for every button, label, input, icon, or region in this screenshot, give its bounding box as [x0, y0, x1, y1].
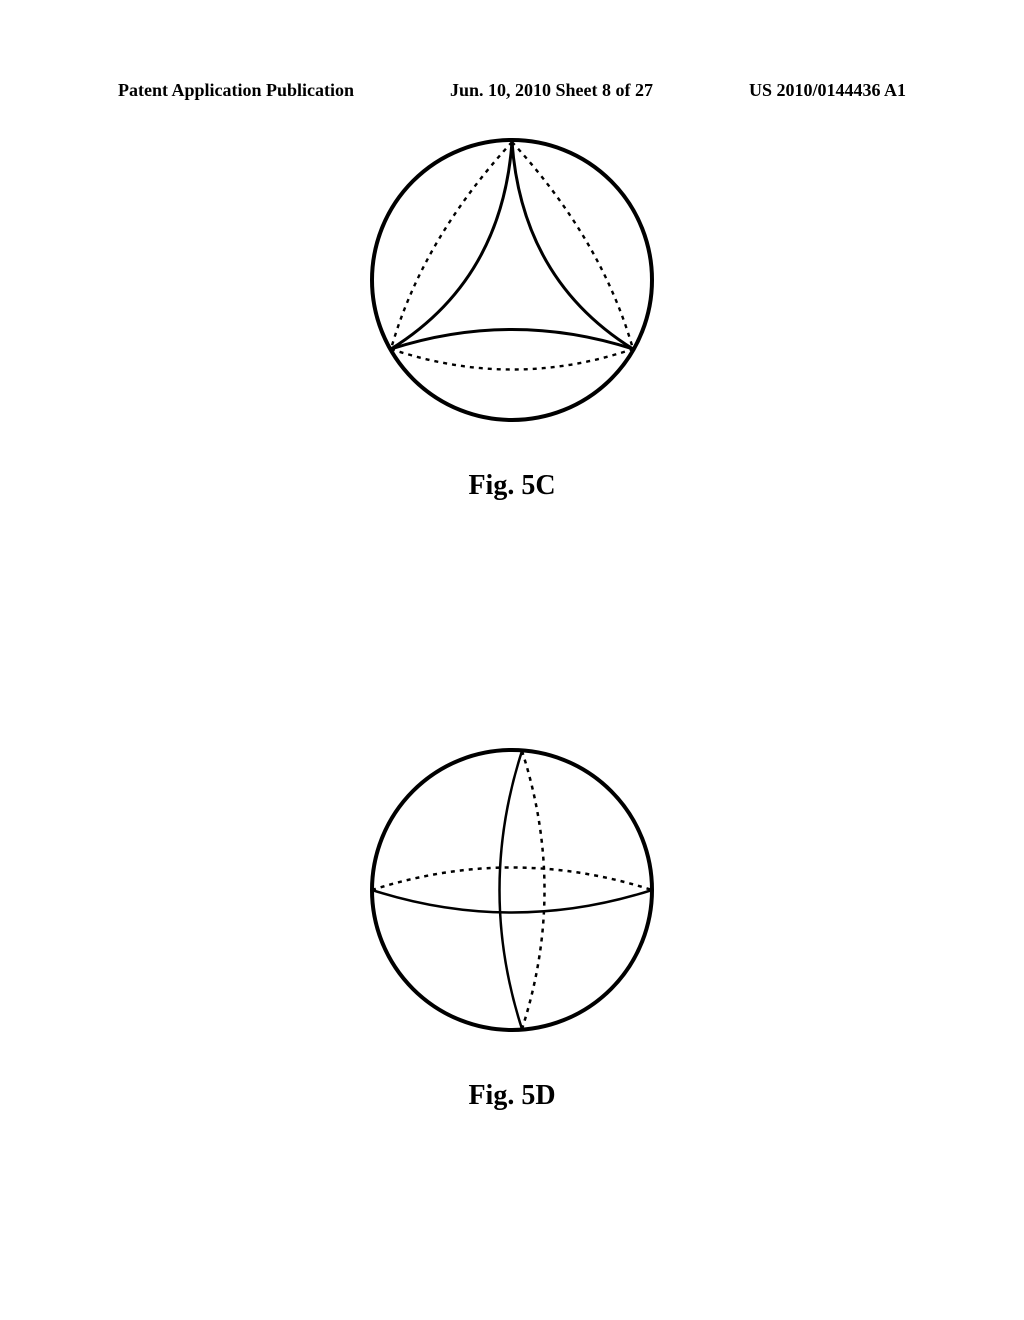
figure-5d-caption: Fig. 5D: [468, 1080, 555, 1112]
figure-5c-caption: Fig. 5C: [468, 470, 555, 502]
figure-5d: Fig. 5D: [0, 740, 1024, 1112]
header-left: Patent Application Publication: [118, 80, 354, 101]
figure-5c: Fig. 5C: [0, 130, 1024, 502]
page: Patent Application Publication Jun. 10, …: [0, 0, 1024, 1320]
sphere-diagram-5c: [362, 130, 662, 430]
header-right: US 2010/0144436 A1: [749, 80, 906, 101]
header-center: Jun. 10, 2010 Sheet 8 of 27: [450, 80, 653, 101]
sphere-diagram-5d: [362, 740, 662, 1040]
page-header: Patent Application Publication Jun. 10, …: [0, 80, 1024, 101]
